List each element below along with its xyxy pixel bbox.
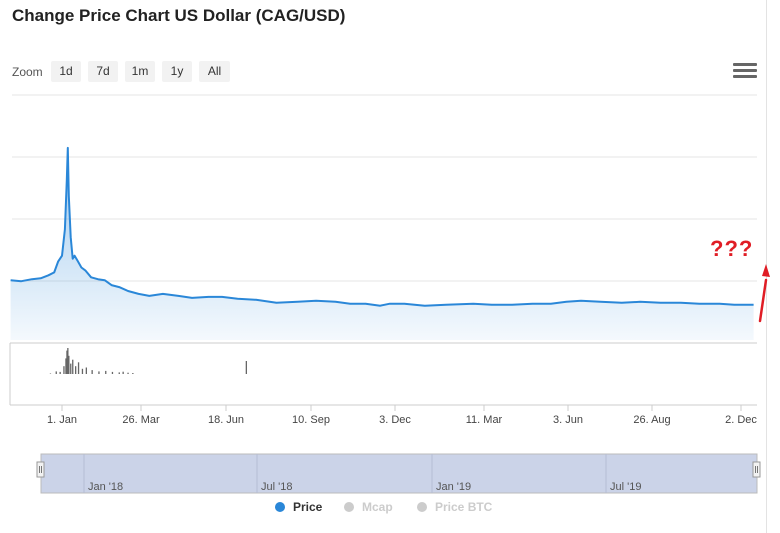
legend-label: Mcap: [362, 500, 393, 514]
price-area: [10, 147, 754, 340]
volume-bar: [63, 366, 65, 374]
annotation-arrow-head: [762, 264, 770, 277]
volume-bar: [49, 373, 52, 374]
zoom-all-button[interactable]: All: [199, 61, 230, 82]
volume-bar: [105, 370, 107, 374]
x-tick-label: 1. Jan: [47, 414, 77, 426]
volume-bar: [65, 358, 67, 374]
volume-bar: [245, 361, 247, 374]
volume-bar: [81, 368, 84, 374]
legend-item-mcap[interactable]: Mcap: [344, 500, 393, 514]
volume-bar: [68, 355, 70, 374]
x-tick-label: 26. Aug: [633, 414, 670, 426]
volume-bar: [111, 371, 114, 374]
zoom-label: Zoom: [12, 65, 43, 79]
volume-bar: [118, 372, 120, 374]
page-title: Change Price Chart US Dollar (CAG/USD): [12, 6, 346, 25]
x-tick-label: 3. Dec: [379, 414, 411, 426]
x-tick-label: 18. Jun: [208, 414, 244, 426]
x-tick-label: 26. Mar: [122, 414, 160, 426]
navigator-tick-label: Jan '18: [88, 481, 123, 493]
chart-menu-icon[interactable]: [733, 63, 757, 81]
x-tick-label: 11. Mar: [466, 414, 503, 426]
volume-bar: [98, 371, 100, 374]
volume-bar: [66, 350, 68, 374]
volume-bar: [72, 359, 74, 374]
volume-bar: [59, 371, 61, 374]
legend-dot-icon: [344, 502, 354, 512]
navigator-right-handle[interactable]: [752, 461, 761, 478]
x-tick-label: 10. Sep: [292, 414, 330, 426]
volume-bar: [67, 348, 69, 374]
legend-item-price-btc[interactable]: Price BTC: [417, 500, 492, 514]
volume-bar: [70, 363, 72, 374]
navigator-left-handle[interactable]: [36, 461, 45, 478]
x-tick-label: 3. Jun: [553, 414, 583, 426]
volume-bar: [91, 370, 93, 374]
zoom-1m-button[interactable]: 1m: [125, 61, 155, 82]
zoom-7d-button[interactable]: 7d: [88, 61, 118, 82]
legend-label: Price: [293, 500, 323, 514]
question-marks-annotation: ???: [710, 236, 754, 261]
navigator-range: [40, 453, 758, 494]
volume-bar: [122, 371, 124, 374]
volume-bar: [85, 367, 87, 374]
navigator-tick-label: Jan '19: [436, 481, 471, 493]
volume-bar: [55, 371, 57, 374]
navigator-tick-label: Jul '19: [610, 481, 641, 493]
legend-dot-icon: [275, 502, 285, 512]
navigator-tick-label: Jul '18: [261, 481, 292, 493]
price-series-line: [10, 146, 754, 307]
volume-bar: [75, 366, 77, 374]
zoom-1d-button[interactable]: 1d: [51, 61, 81, 82]
legend-item-price[interactable]: Price: [275, 500, 322, 514]
annotation-arrow-shaft: [758, 278, 768, 323]
zoom-1y-button[interactable]: 1y: [162, 61, 192, 82]
x-tick-label: 2. Dec: [725, 414, 757, 426]
volume-bar: [127, 372, 129, 374]
legend-dot-icon: [417, 502, 427, 512]
legend-label: Price BTC: [435, 500, 493, 514]
volume-bar: [77, 362, 80, 374]
volume-bar: [132, 373, 134, 374]
